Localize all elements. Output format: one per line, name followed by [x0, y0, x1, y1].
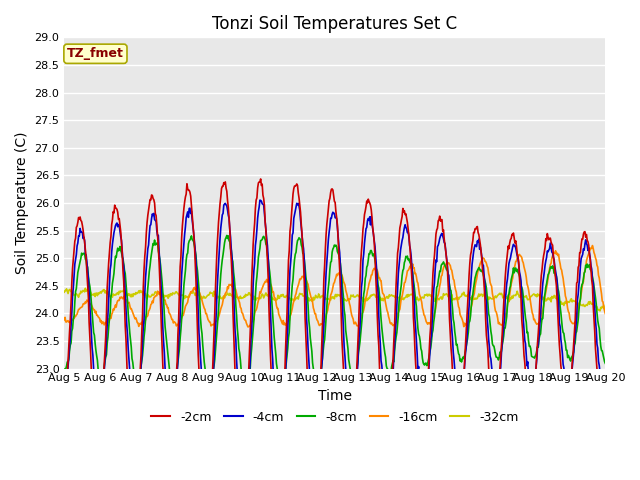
-4cm	[181, 231, 189, 237]
-4cm	[602, 389, 609, 395]
Title: Tonzi Soil Temperatures Set C: Tonzi Soil Temperatures Set C	[212, 15, 458, 33]
Legend: -2cm, -4cm, -8cm, -16cm, -32cm: -2cm, -4cm, -8cm, -16cm, -32cm	[146, 406, 524, 429]
-2cm	[70, 246, 78, 252]
-16cm	[244, 324, 252, 330]
-16cm	[209, 322, 217, 328]
-2cm	[257, 176, 264, 182]
-2cm	[602, 400, 609, 406]
-4cm	[209, 372, 217, 378]
-4cm	[276, 432, 284, 438]
-32cm	[602, 302, 609, 308]
-2cm	[209, 351, 217, 357]
-8cm	[223, 233, 230, 239]
-16cm	[602, 311, 609, 316]
-8cm	[181, 275, 189, 280]
Line: -4cm: -4cm	[64, 200, 605, 435]
-32cm	[60, 289, 68, 295]
Line: -8cm: -8cm	[64, 236, 605, 391]
Text: TZ_fmet: TZ_fmet	[67, 47, 124, 60]
-16cm	[417, 297, 425, 302]
-4cm	[60, 389, 68, 395]
-8cm	[602, 360, 609, 366]
-4cm	[126, 369, 134, 374]
Line: -32cm: -32cm	[64, 288, 605, 311]
-8cm	[418, 348, 426, 354]
-32cm	[127, 294, 134, 300]
-32cm	[417, 295, 425, 301]
-2cm	[238, 472, 246, 478]
-8cm	[402, 253, 410, 259]
-16cm	[60, 317, 68, 323]
-2cm	[181, 199, 189, 204]
-32cm	[401, 295, 409, 300]
-16cm	[70, 316, 78, 322]
Y-axis label: Soil Temperature (C): Soil Temperature (C)	[15, 132, 29, 274]
-4cm	[402, 225, 410, 230]
-4cm	[418, 397, 426, 403]
-16cm	[126, 303, 134, 309]
-32cm	[70, 293, 78, 299]
-16cm	[401, 279, 409, 285]
-2cm	[126, 413, 134, 419]
-4cm	[70, 274, 78, 279]
-8cm	[70, 313, 78, 319]
X-axis label: Time: Time	[318, 389, 352, 403]
-32cm	[596, 308, 604, 314]
-8cm	[209, 367, 217, 373]
-2cm	[60, 409, 68, 415]
Line: -2cm: -2cm	[64, 179, 605, 475]
-2cm	[418, 425, 426, 431]
-8cm	[126, 330, 134, 336]
-8cm	[241, 388, 249, 394]
-8cm	[60, 366, 68, 372]
-32cm	[210, 288, 218, 294]
-2cm	[402, 211, 410, 216]
-32cm	[81, 286, 89, 291]
-4cm	[256, 197, 264, 203]
-32cm	[182, 293, 189, 299]
-16cm	[181, 307, 189, 312]
-16cm	[589, 243, 596, 249]
Line: -16cm: -16cm	[64, 246, 605, 327]
